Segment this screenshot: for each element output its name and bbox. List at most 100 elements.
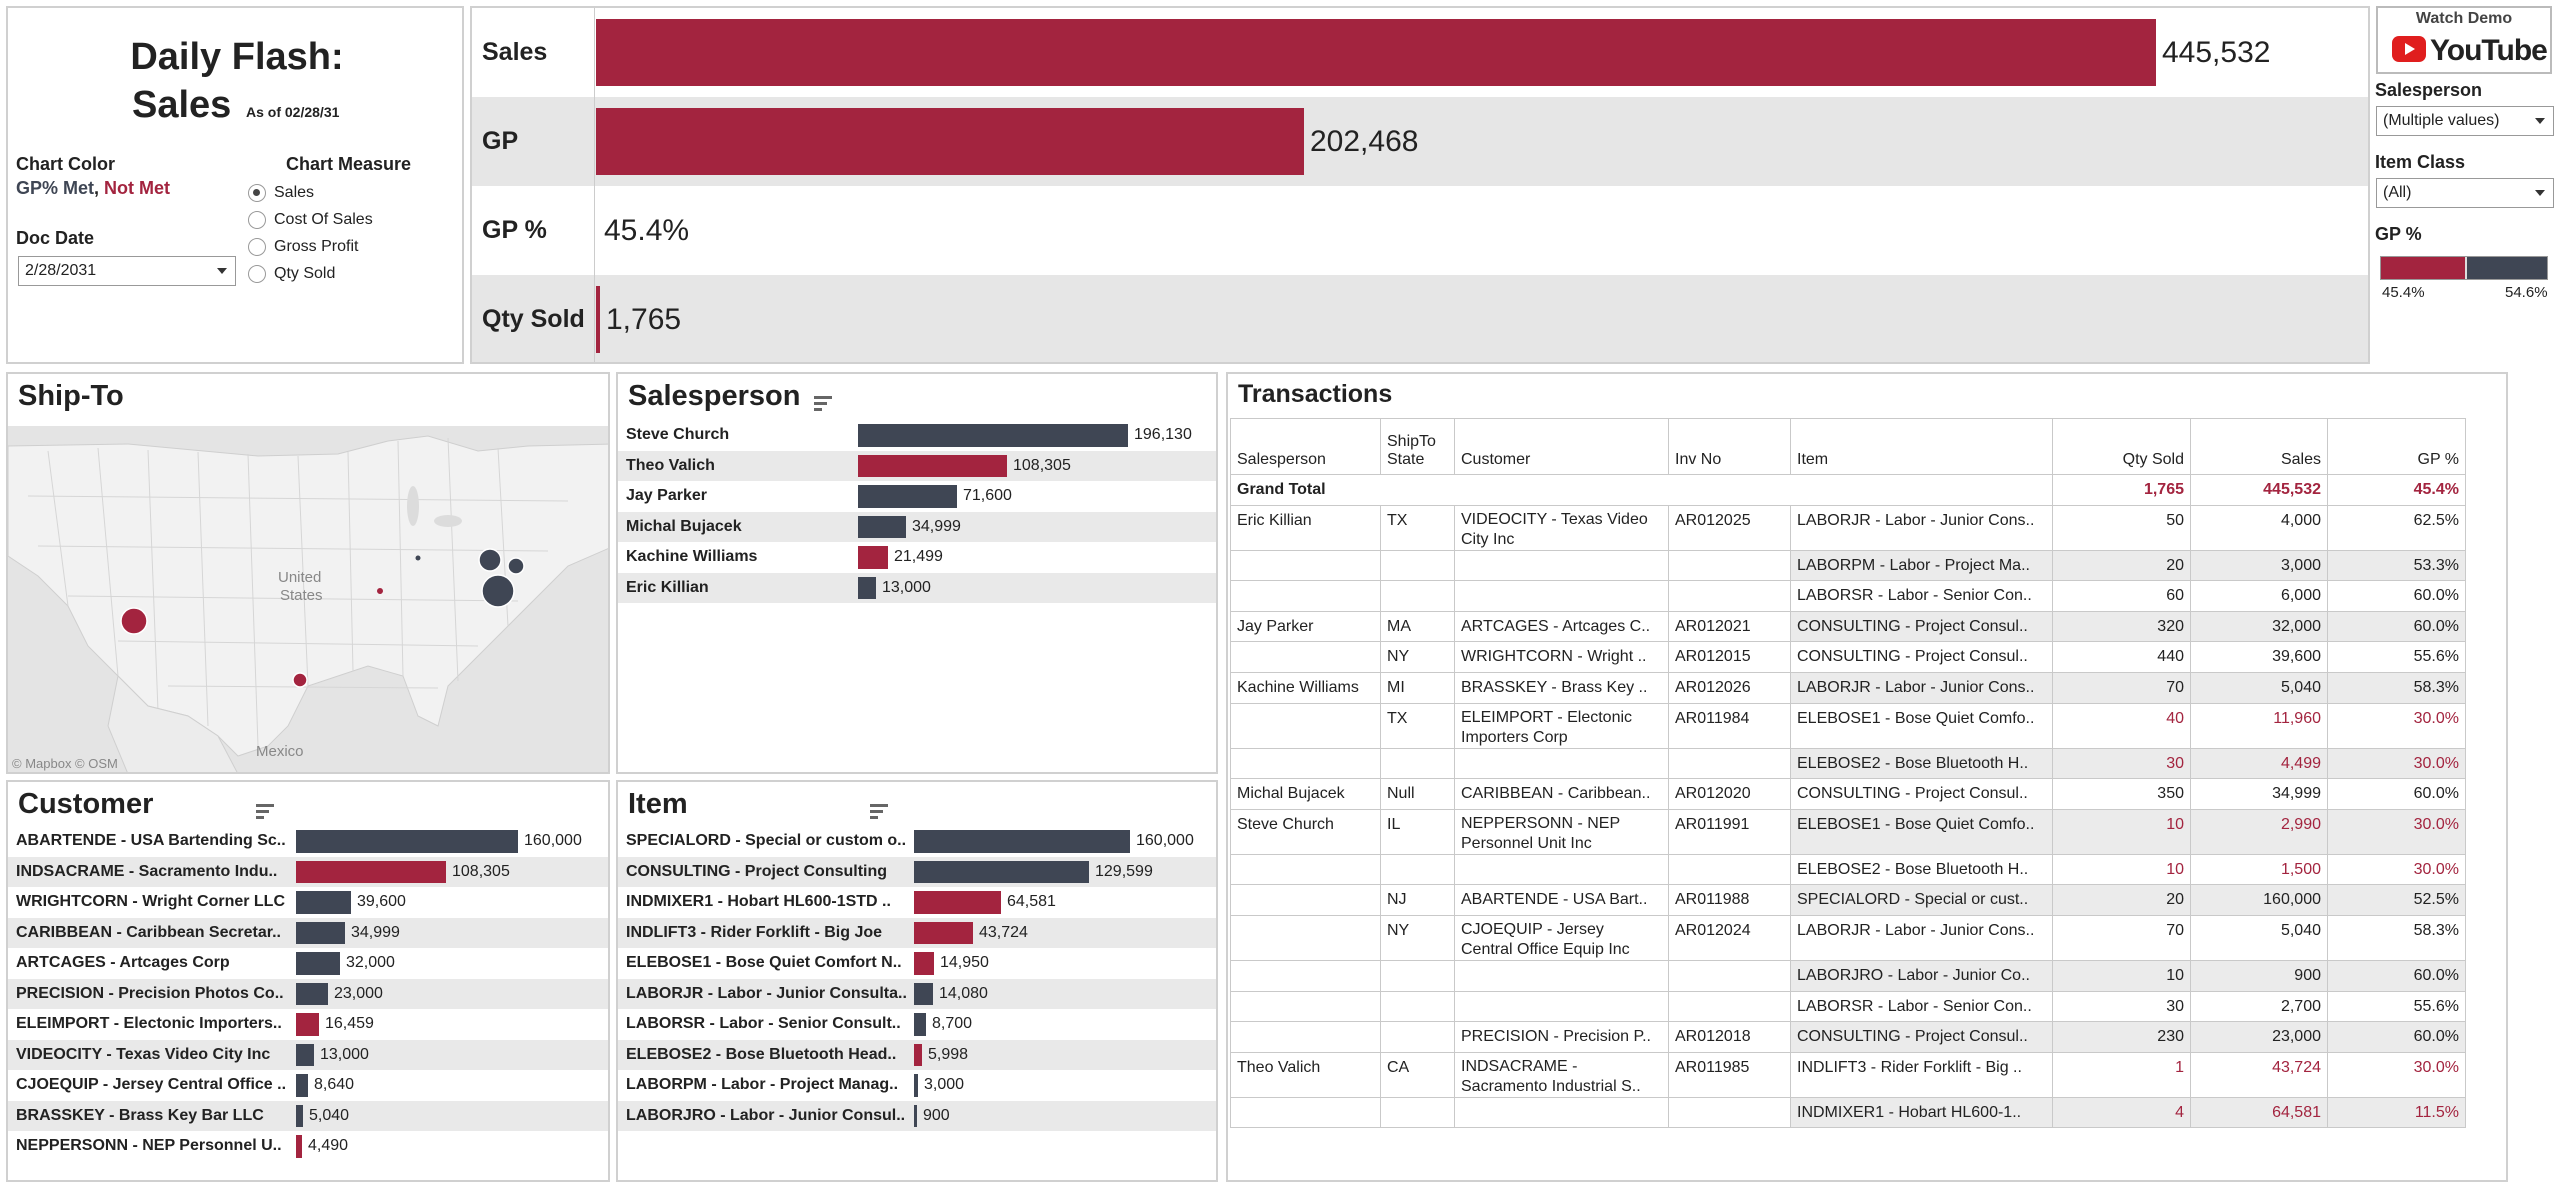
table-row[interactable]: NJ ABARTENDE - USA Bart.. AR011988 SPECIALO… xyxy=(1230,884,2466,916)
item-row[interactable]: LABORPM - Labor - Project Manag.. 3,000 xyxy=(618,1070,1216,1101)
col-header-item[interactable]: Item xyxy=(1790,418,2053,475)
table-row[interactable]: NY WRIGHTCORN - Wright .. AR012015 CONSULTI… xyxy=(1230,641,2466,673)
customer-row[interactable]: BRASSKEY - Brass Key Bar LLC 5,040 xyxy=(8,1100,608,1131)
item-row[interactable]: LABORJR - Labor - Junior Consulta.. 14,08… xyxy=(618,978,1216,1009)
col-header-inv-no[interactable]: Inv No xyxy=(1668,418,1791,475)
table-row[interactable]: ELEBOSE2 - Bose Bluetooth H.. 10 1,500 30.0… xyxy=(1230,853,2466,886)
col-header-salesperson[interactable]: Salesperson xyxy=(1230,418,1381,475)
kpi-bar[interactable] xyxy=(596,108,1304,175)
salesperson-bar[interactable] xyxy=(858,515,906,538)
table-row[interactable]: LABORPM - Labor - Project Ma.. 20 3,000 53.… xyxy=(1230,549,2466,582)
item-row[interactable]: INDLIFT3 - Rider Forklift - Big Joe 43,72… xyxy=(618,917,1216,948)
item-bar[interactable] xyxy=(914,921,973,944)
radio-unselected[interactable] xyxy=(248,265,266,283)
col-header-gp-pct[interactable]: GP % xyxy=(2327,418,2466,475)
item-bar[interactable] xyxy=(914,952,934,975)
customer-bar[interactable] xyxy=(296,830,518,853)
table-row[interactable]: INDMIXER1 - Hobart HL600-1.. 4 64,581 11.5% xyxy=(1230,1096,2466,1129)
salesperson-bar[interactable] xyxy=(858,546,888,569)
gp-pct-range-slider[interactable] xyxy=(2380,256,2548,280)
customer-bar[interactable] xyxy=(296,921,345,944)
table-row[interactable]: PRECISION - Precision P.. AR012018 CONSULT… xyxy=(1230,1021,2466,1053)
customer-row[interactable]: NEPPERSONN - NEP Personnel U.. 4,490 xyxy=(8,1131,608,1162)
item-row[interactable]: LABORJRO - Labor - Junior Consul.. 900 xyxy=(618,1100,1216,1131)
table-row[interactable]: Theo Valich CA INDSACRAME - Sacramento Indu… xyxy=(1230,1051,2466,1098)
customer-row[interactable]: CJOEQUIP - Jersey Central Office .. 8,640 xyxy=(8,1070,608,1101)
shipto-map[interactable]: United States Mexico © Mapbox © OSM xyxy=(8,426,608,772)
radio-selected[interactable] xyxy=(248,184,266,202)
customer-bar[interactable] xyxy=(296,1074,308,1097)
measure-option-cost-of-sales[interactable]: Cost Of Sales xyxy=(248,209,373,231)
col-header-qty-sold[interactable]: Qty Sold xyxy=(2052,418,2191,475)
item-bar[interactable] xyxy=(914,830,1130,853)
customer-row[interactable]: VIDEOCITY - Texas Video City Inc 13,000 xyxy=(8,1039,608,1070)
table-row[interactable]: LABORJRO - Labor - Junior Co.. 10 900 60.0% xyxy=(1230,959,2466,992)
table-row[interactable]: LABORSR - Labor - Senior Con.. 60 6,000 60.… xyxy=(1230,580,2466,612)
table-row[interactable]: Steve Church IL NEPPERSONN - NEP Personnel … xyxy=(1230,808,2466,855)
customer-bar[interactable] xyxy=(296,1013,319,1036)
measure-option-qty-sold[interactable]: Qty Sold xyxy=(248,263,335,285)
salesperson-filter-dropdown[interactable]: (Multiple values) xyxy=(2376,106,2554,136)
item-bar[interactable] xyxy=(914,1074,918,1097)
measure-option-gross-profit[interactable]: Gross Profit xyxy=(248,236,358,258)
col-header-shipto-state[interactable]: ShipTo State xyxy=(1380,418,1455,475)
item-bar[interactable] xyxy=(914,982,933,1005)
customer-row[interactable]: CARIBBEAN - Caribbean Secretar.. 34,999 xyxy=(8,917,608,948)
table-row[interactable]: ELEBOSE2 - Bose Bluetooth H.. 30 4,499 30.0… xyxy=(1230,747,2466,780)
salesperson-bar[interactable] xyxy=(858,424,1128,447)
item-row[interactable]: ELEBOSE1 - Bose Quiet Comfort N.. 14,950 xyxy=(618,948,1216,979)
salesperson-bar[interactable] xyxy=(858,454,1007,477)
salesperson-bar[interactable] xyxy=(858,576,876,599)
salesperson-row[interactable]: Michal Bujacek 34,999 xyxy=(618,511,1216,542)
kpi-bar[interactable] xyxy=(596,19,2156,86)
table-row[interactable]: Eric Killian TX VIDEOCITY - Texas Video Cit… xyxy=(1230,504,2466,551)
customer-bar[interactable] xyxy=(296,860,446,883)
map-point-ny[interactable] xyxy=(478,548,502,572)
item-row[interactable]: INDMIXER1 - Hobart HL600-1STD .. 64,581 xyxy=(618,887,1216,918)
slider-handle[interactable] xyxy=(2465,257,2467,279)
table-row[interactable]: Michal Bujacek Null CARIBBEAN - Caribbean.… xyxy=(1230,778,2466,810)
map-point-ma[interactable] xyxy=(507,557,525,575)
sort-icon[interactable] xyxy=(256,804,278,822)
customer-row[interactable]: INDSACRAME - Sacramento Indu.. 108,305 xyxy=(8,856,608,887)
sort-icon[interactable] xyxy=(870,804,892,822)
salesperson-bar[interactable] xyxy=(858,485,957,508)
watch-demo-youtube-button[interactable]: Watch Demo YouTube xyxy=(2376,6,2552,74)
table-row[interactable]: LABORSR - Labor - Senior Con.. 30 2,700 55.… xyxy=(1230,990,2466,1023)
table-row[interactable]: Jay Parker MA ARTCAGES - Artcages C.. AR012… xyxy=(1230,610,2466,643)
customer-row[interactable]: ARTCAGES - Artcages Corp 32,000 xyxy=(8,948,608,979)
sort-icon[interactable] xyxy=(814,396,836,414)
item-bar[interactable] xyxy=(914,891,1001,914)
map-point-il[interactable] xyxy=(377,588,383,594)
customer-row[interactable]: ABARTENDE - USA Bartending Sc.. 160,000 xyxy=(8,826,608,857)
col-header-customer[interactable]: Customer xyxy=(1454,418,1669,475)
customer-row[interactable]: WRIGHTCORN - Wright Corner LLC 39,600 xyxy=(8,887,608,918)
customer-row[interactable]: ELEIMPORT - Electonic Importers.. 16,459 xyxy=(8,1009,608,1040)
col-header-sales[interactable]: Sales xyxy=(2190,418,2328,475)
item-bar[interactable] xyxy=(914,1013,926,1036)
table-row[interactable]: TX ELEIMPORT - Electonic Importers Corp AR0… xyxy=(1230,702,2466,749)
doc-date-dropdown[interactable]: 2/28/2031 xyxy=(18,256,236,286)
map-point-tx[interactable] xyxy=(292,672,308,688)
item-class-filter-dropdown[interactable]: (All) xyxy=(2376,178,2554,208)
customer-row[interactable]: PRECISION - Precision Photos Co.. 23,000 xyxy=(8,978,608,1009)
radio-unselected[interactable] xyxy=(248,238,266,256)
customer-bar[interactable] xyxy=(296,1043,314,1066)
item-bar[interactable] xyxy=(914,1104,917,1127)
item-bar[interactable] xyxy=(914,1043,922,1066)
table-row[interactable]: NY CJOEQUIP - Jersey Central Office Equip … xyxy=(1230,914,2466,961)
item-row[interactable]: LABORSR - Labor - Senior Consult.. 8,700 xyxy=(618,1009,1216,1040)
measure-option-sales[interactable]: Sales xyxy=(248,182,314,204)
map-point-mi[interactable] xyxy=(415,555,421,561)
customer-bar[interactable] xyxy=(296,952,340,975)
kpi-bar[interactable] xyxy=(596,286,600,353)
map-point-ca[interactable] xyxy=(120,607,148,635)
item-row[interactable]: CONSULTING - Project Consulting 129,599 xyxy=(618,856,1216,887)
salesperson-row[interactable]: Theo Valich 108,305 xyxy=(618,450,1216,481)
radio-unselected[interactable] xyxy=(248,211,266,229)
map-point-nj[interactable] xyxy=(481,574,515,608)
item-row[interactable]: SPECIALORD - Special or custom o.. 160,00… xyxy=(618,826,1216,857)
customer-bar[interactable] xyxy=(296,891,351,914)
customer-bar[interactable] xyxy=(296,1135,302,1158)
table-row[interactable]: Kachine Williams MI BRASSKEY - Brass Key .… xyxy=(1230,671,2466,704)
